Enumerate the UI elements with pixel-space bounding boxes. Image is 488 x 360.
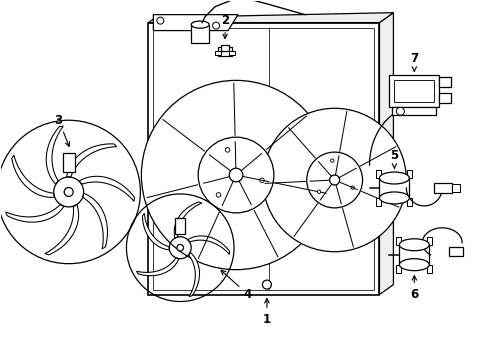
Bar	[433, 183, 451, 193]
Ellipse shape	[399, 259, 428, 271]
Text: 4: 4	[221, 270, 252, 301]
Circle shape	[329, 175, 339, 185]
Circle shape	[64, 188, 73, 197]
Polygon shape	[153, 15, 238, 31]
Polygon shape	[136, 258, 179, 276]
Text: 2: 2	[221, 14, 229, 39]
Bar	[388, 75, 438, 107]
Circle shape	[396, 107, 404, 115]
Polygon shape	[45, 204, 79, 255]
Text: 7: 7	[409, 52, 418, 71]
Bar	[407, 198, 411, 206]
Polygon shape	[188, 252, 199, 296]
Circle shape	[141, 80, 330, 270]
Ellipse shape	[379, 192, 408, 204]
Bar	[175, 218, 185, 234]
Bar	[376, 198, 381, 206]
Text: 3: 3	[55, 114, 69, 147]
Bar	[438, 93, 450, 103]
Polygon shape	[174, 202, 201, 238]
Circle shape	[157, 17, 163, 24]
Circle shape	[306, 152, 362, 208]
Circle shape	[177, 244, 183, 251]
Bar	[218, 46, 232, 57]
Circle shape	[262, 280, 271, 289]
Polygon shape	[66, 144, 117, 177]
Circle shape	[198, 137, 273, 213]
Circle shape	[225, 148, 229, 152]
Bar	[62, 153, 75, 172]
Bar	[396, 265, 401, 273]
Bar	[451, 184, 459, 192]
Ellipse shape	[191, 21, 209, 28]
Bar	[394, 80, 433, 102]
Polygon shape	[187, 236, 229, 254]
Bar	[448, 247, 462, 256]
Bar	[407, 170, 411, 178]
Bar	[228, 50, 235, 55]
Polygon shape	[6, 204, 64, 222]
Bar	[427, 237, 431, 245]
Circle shape	[212, 22, 219, 29]
Text: 5: 5	[389, 149, 398, 168]
Bar	[427, 265, 431, 273]
Ellipse shape	[399, 239, 428, 251]
Circle shape	[330, 159, 333, 162]
Bar	[221, 45, 228, 50]
Text: 6: 6	[409, 276, 418, 301]
Circle shape	[216, 193, 220, 197]
Bar	[399, 245, 428, 265]
Polygon shape	[79, 176, 134, 201]
Bar	[376, 170, 381, 178]
Polygon shape	[46, 126, 63, 184]
Circle shape	[259, 178, 264, 183]
Bar	[396, 237, 401, 245]
Polygon shape	[12, 155, 55, 197]
Bar	[438, 77, 450, 87]
Polygon shape	[148, 13, 393, 23]
Circle shape	[317, 190, 320, 193]
Circle shape	[229, 168, 243, 182]
Polygon shape	[83, 193, 107, 249]
Bar	[215, 50, 221, 55]
Polygon shape	[148, 23, 379, 294]
Bar	[392, 107, 435, 115]
Text: 1: 1	[263, 298, 270, 326]
Bar	[379, 178, 408, 198]
Polygon shape	[142, 213, 169, 250]
Circle shape	[263, 108, 406, 252]
Circle shape	[350, 186, 354, 189]
Polygon shape	[379, 13, 393, 294]
Ellipse shape	[379, 172, 408, 184]
Bar	[191, 24, 209, 42]
